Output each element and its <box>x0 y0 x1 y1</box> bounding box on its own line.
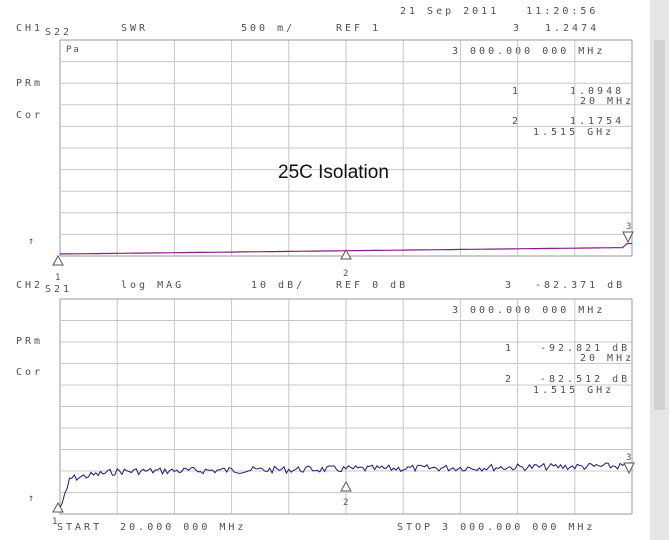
ch2-ref: REF 0 dB <box>336 280 409 291</box>
ch1-marker1-value: 1.0948 <box>570 86 625 97</box>
ch1-grid-icon: Pa <box>66 45 81 55</box>
ch1-marker-active: 3 <box>513 23 523 34</box>
ch1-marker2-freq: 1.515 GHz <box>533 127 615 138</box>
ch1-marker1-number: 1 <box>55 273 60 283</box>
right-scrollbar[interactable] <box>650 0 669 540</box>
ch2-marker2-triangle <box>340 480 352 492</box>
ch2-status-prm: PRm <box>16 336 44 347</box>
ch2-label: CH2 <box>16 280 44 291</box>
ch2-marker2-freq: 1.515 GHz <box>533 385 615 396</box>
ch2-marker2-number: 2 <box>343 498 348 508</box>
ch1-marker2-value: 1.1754 <box>570 116 625 127</box>
scrollbar-thumb[interactable] <box>654 40 665 410</box>
ch1-marker2-triangle <box>340 248 352 260</box>
datetime: 21 Sep 2011 11:20:56 <box>400 6 599 17</box>
ch1-marker-active-value: 1.2474 <box>545 23 600 34</box>
overlay-title: 25C Isolation <box>278 162 389 183</box>
ch2-marker1-number: 1 <box>52 517 57 527</box>
ch2-marker-freq: 3 000.000 000 MHz <box>452 305 606 316</box>
ch1-format: SWR <box>121 23 149 34</box>
ch2-marker1-freq: 20 MHz <box>580 353 635 364</box>
ch1-status-prm: PRm <box>16 78 44 89</box>
ch1-marker2-number: 2 <box>343 269 348 279</box>
ch1-marker-freq: 3 000.000 000 MHz <box>452 46 606 57</box>
ch1-ref: REF 1 <box>336 23 382 34</box>
stop-frequency: STOP 3 000.000 000 MHz <box>397 522 596 533</box>
ch1-marker1-freq: 20 MHz <box>580 96 635 107</box>
ch2-param: S21 <box>45 284 73 295</box>
ch2-marker3-triangle <box>623 462 635 475</box>
ch2-marker2-label: 2 <box>505 374 515 385</box>
ch2-ref-arrow: ↑ <box>28 493 38 504</box>
ch2-marker3-number: 3 <box>626 453 631 463</box>
ch1-param: S22 <box>45 27 73 38</box>
ch2-trace <box>59 462 633 509</box>
marker-symbols: 1 2 3 1 2 3 <box>52 222 635 527</box>
ch2-grid <box>59 298 633 515</box>
start-frequency: START 20.000 000 MHz <box>57 522 247 533</box>
ch1-ref-arrow: ↑ <box>28 236 38 247</box>
ch2-status-cor: Cor <box>16 367 44 378</box>
analyzer-display: 1 2 3 1 2 3 <box>52 39 635 527</box>
ch1-marker3-number: 3 <box>626 222 631 232</box>
ch2-format: log MAG <box>121 280 185 291</box>
ch2-marker2-value: -82.512 dB <box>540 374 631 385</box>
ch2-marker1-label: 1 <box>505 343 515 354</box>
ch2-marker1-value: -92.821 dB <box>540 343 631 354</box>
ch1-label: CH1 <box>16 23 44 34</box>
ch1-marker3-triangle <box>622 231 634 244</box>
ch1-marker1-triangle <box>52 254 64 266</box>
ch2-marker-active-value: -82.371 dB <box>535 280 626 291</box>
ch1-grid <box>59 39 633 257</box>
ch1-scale: 500 m/ <box>241 23 296 34</box>
ch1-marker2-label: 2 <box>512 116 522 127</box>
ch2-scale: 10 dB/ <box>251 280 306 291</box>
ch1-status-cor: Cor <box>16 110 44 121</box>
ch1-marker1-label: 1 <box>512 86 522 97</box>
ch2-marker1-triangle <box>52 501 64 513</box>
ch2-marker-active: 3 <box>505 280 515 291</box>
